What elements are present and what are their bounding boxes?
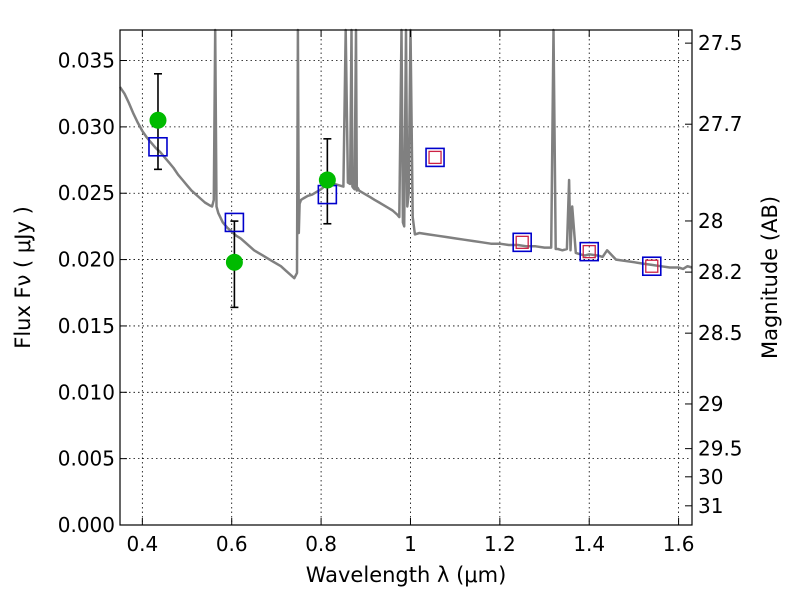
magnitude-tick-label: 28.5 bbox=[698, 321, 743, 345]
model-spectrum-layer bbox=[118, 28, 693, 280]
x-tick-label: 1.4 bbox=[573, 532, 605, 556]
y-axis-label: Flux Fν ( μJy ) bbox=[11, 206, 35, 349]
model-photometry-square bbox=[512, 232, 532, 253]
y-tick-label: 0.020 bbox=[58, 248, 115, 272]
model-photometry-square bbox=[579, 241, 600, 262]
axis-ticks: 0.4 0.6 0.8 1 1.2 1.4 1.6 0.000 0.005 0.010 0.015 0… bbox=[58, 30, 743, 556]
y-tick-label: 0.035 bbox=[58, 49, 115, 73]
magnitude-tick-label: 30 bbox=[698, 465, 723, 489]
observed-flux-point bbox=[149, 111, 167, 129]
model-photometry-square bbox=[425, 147, 445, 168]
x-tick-label: 1 bbox=[404, 532, 417, 556]
magnitude-axis-label: Magnitude (AB) bbox=[758, 196, 782, 359]
plot-frame bbox=[119, 29, 693, 526]
model-photometry-square bbox=[641, 256, 662, 277]
observed-flux-point bbox=[225, 253, 243, 271]
observed-flux-point bbox=[318, 171, 336, 189]
predicted-flux-square bbox=[645, 259, 659, 273]
photometry-layer bbox=[148, 72, 662, 309]
magnitude-tick-label: 29.5 bbox=[698, 437, 743, 461]
x-tick-label: 0.6 bbox=[216, 532, 248, 556]
y-tick-label: 0.005 bbox=[58, 447, 115, 471]
x-tick-label: 1.2 bbox=[484, 532, 516, 556]
model-photometry-square bbox=[224, 212, 245, 233]
magnitude-tick-label: 27.5 bbox=[698, 31, 743, 55]
y-tick-label: 0.030 bbox=[58, 115, 115, 139]
predicted-flux-square bbox=[582, 244, 596, 259]
magnitude-tick-label: 29 bbox=[698, 392, 723, 416]
magnitude-tick-label: 27.7 bbox=[698, 112, 743, 136]
magnitude-tick-label: 28 bbox=[698, 209, 723, 233]
y-tick-label: 0.000 bbox=[58, 513, 115, 537]
y-tick-label: 0.025 bbox=[58, 181, 115, 205]
predicted-flux-square bbox=[515, 235, 529, 249]
magnitude-tick-label: 31 bbox=[698, 494, 723, 518]
y-tick-label: 0.015 bbox=[58, 314, 115, 338]
x-tick-label: 0.8 bbox=[305, 532, 337, 556]
x-tick-label: 0.4 bbox=[126, 532, 158, 556]
x-axis-label: Wavelength λ (μm) bbox=[306, 563, 507, 587]
y-tick-label: 0.010 bbox=[58, 380, 115, 404]
model-spectrum-line bbox=[118, 28, 693, 280]
magnitude-tick-label: 28.2 bbox=[698, 260, 743, 284]
model-photometry-square bbox=[148, 136, 168, 157]
x-tick-label: 1.6 bbox=[663, 532, 695, 556]
predicted-flux-square bbox=[428, 150, 442, 165]
